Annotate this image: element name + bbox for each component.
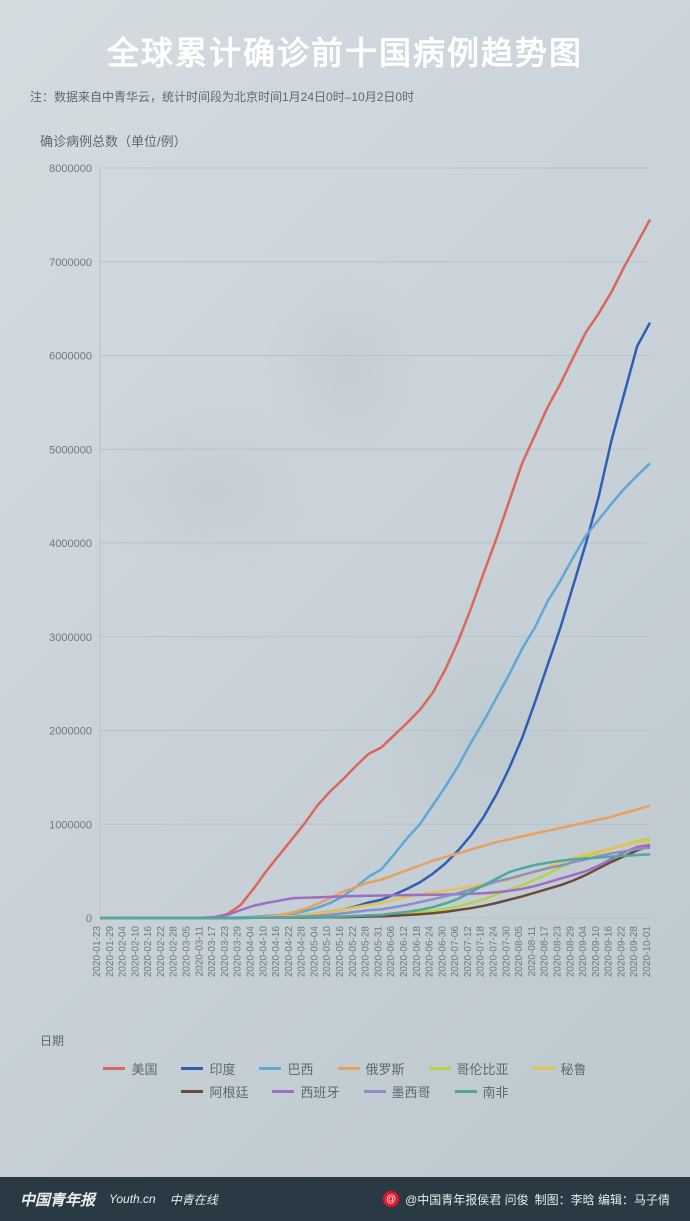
svg-text:3000000: 3000000	[49, 632, 92, 644]
svg-text:2020-02-10: 2020-02-10	[130, 926, 141, 978]
svg-text:2020-08-05: 2020-08-05	[514, 926, 525, 978]
svg-text:2020-03-29: 2020-03-29	[233, 926, 244, 978]
logo-zqol: 中青在线	[170, 1191, 218, 1208]
svg-text:1000000: 1000000	[49, 819, 92, 831]
credits-text: 制图：李晗 编辑：马子倩	[535, 1191, 670, 1208]
svg-text:2020-07-12: 2020-07-12	[463, 926, 474, 978]
svg-text:2020-02-16: 2020-02-16	[143, 926, 154, 978]
svg-text:2020-05-04: 2020-05-04	[309, 926, 320, 978]
svg-text:2020-07-18: 2020-07-18	[476, 926, 487, 978]
svg-text:2020-05-16: 2020-05-16	[335, 926, 346, 978]
svg-text:2020-04-10: 2020-04-10	[258, 926, 269, 978]
svg-text:2020-05-28: 2020-05-28	[361, 926, 372, 978]
svg-text:2020-02-04: 2020-02-04	[118, 926, 129, 978]
svg-text:2020-07-06: 2020-07-06	[450, 926, 461, 978]
svg-text:2020-09-22: 2020-09-22	[616, 926, 627, 978]
svg-text:2020-03-17: 2020-03-17	[207, 926, 218, 978]
svg-text:2020-04-28: 2020-04-28	[297, 926, 308, 978]
svg-text:2020-07-24: 2020-07-24	[489, 926, 500, 978]
logo-cyb: 中国青年报	[20, 1189, 95, 1210]
series-秘鲁	[100, 841, 650, 918]
footer-bar: 中国青年报 Youth.cn 中青在线 @ @中国青年报侯君 问俊 制图：李晗 …	[0, 1177, 690, 1221]
weibo-icon: @	[383, 1191, 399, 1207]
svg-text:2020-09-10: 2020-09-10	[591, 926, 602, 978]
footer-credits: @ @中国青年报侯君 问俊 制图：李晗 编辑：马子倩	[383, 1191, 670, 1208]
series-哥伦比亚	[100, 839, 650, 918]
line-chart-svg: 0 1000000 2000000 3000000 4000000 5000000 6000…	[30, 158, 660, 1028]
svg-text:2020-08-23: 2020-08-23	[552, 926, 563, 978]
weibo-handle: @中国青年报侯君 问俊	[405, 1191, 529, 1208]
svg-text:2020-09-16: 2020-09-16	[604, 926, 615, 978]
series-印度	[100, 323, 650, 918]
svg-text:8000000: 8000000	[49, 163, 92, 175]
svg-text:2020-06-30: 2020-06-30	[437, 926, 448, 978]
svg-text:2020-09-04: 2020-09-04	[578, 926, 589, 978]
svg-text:2020-06-12: 2020-06-12	[399, 926, 410, 978]
svg-text:2020-06-18: 2020-06-18	[412, 926, 423, 978]
svg-text:4000000: 4000000	[49, 538, 92, 550]
svg-text:5000000: 5000000	[49, 444, 92, 456]
svg-text:2020-05-31: 2020-05-31	[373, 926, 384, 978]
series-lines	[100, 220, 650, 918]
svg-text:2020-10-01: 2020-10-01	[642, 926, 653, 978]
svg-text:2020-06-24: 2020-06-24	[425, 926, 436, 978]
svg-text:2020-08-11: 2020-08-11	[527, 926, 538, 977]
svg-text:7000000: 7000000	[49, 257, 92, 269]
series-巴西	[100, 463, 650, 918]
svg-text:2020-01-23: 2020-01-23	[92, 926, 103, 978]
y-axis: 0 1000000 2000000 3000000 4000000 5000000 6000…	[49, 163, 92, 925]
svg-text:2020-04-16: 2020-04-16	[271, 926, 282, 978]
svg-text:2020-02-28: 2020-02-28	[169, 926, 180, 978]
footer-logos: 中国青年报 Youth.cn 中青在线	[20, 1189, 218, 1210]
svg-text:2020-09-28: 2020-09-28	[629, 926, 640, 978]
svg-text:2020-08-17: 2020-08-17	[540, 926, 551, 978]
svg-text:2020-05-10: 2020-05-10	[322, 926, 333, 978]
svg-text:2020-03-05: 2020-03-05	[182, 926, 193, 978]
x-axis: 2020-01-232020-01-292020-02-042020-02-10…	[92, 926, 653, 978]
gridlines	[100, 168, 650, 918]
chart-plot-area: 0 1000000 2000000 3000000 4000000 5000000 6000…	[30, 158, 660, 1028]
svg-text:0: 0	[86, 913, 92, 925]
svg-text:2020-03-23: 2020-03-23	[220, 926, 231, 978]
svg-text:2000000: 2000000	[49, 726, 92, 738]
svg-text:2020-07-30: 2020-07-30	[501, 926, 512, 978]
svg-text:2020-03-11: 2020-03-11	[194, 926, 205, 977]
svg-text:2020-01-29: 2020-01-29	[105, 926, 116, 978]
svg-text:2020-02-22: 2020-02-22	[156, 926, 167, 978]
svg-text:2020-04-04: 2020-04-04	[245, 926, 256, 978]
svg-text:6000000: 6000000	[49, 351, 92, 363]
svg-text:2020-04-22: 2020-04-22	[284, 926, 295, 978]
svg-text:2020-06-06: 2020-06-06	[386, 926, 397, 978]
svg-text:2020-08-29: 2020-08-29	[565, 926, 576, 978]
logo-youth: Youth.cn	[109, 1192, 156, 1206]
svg-text:2020-05-22: 2020-05-22	[348, 926, 359, 978]
